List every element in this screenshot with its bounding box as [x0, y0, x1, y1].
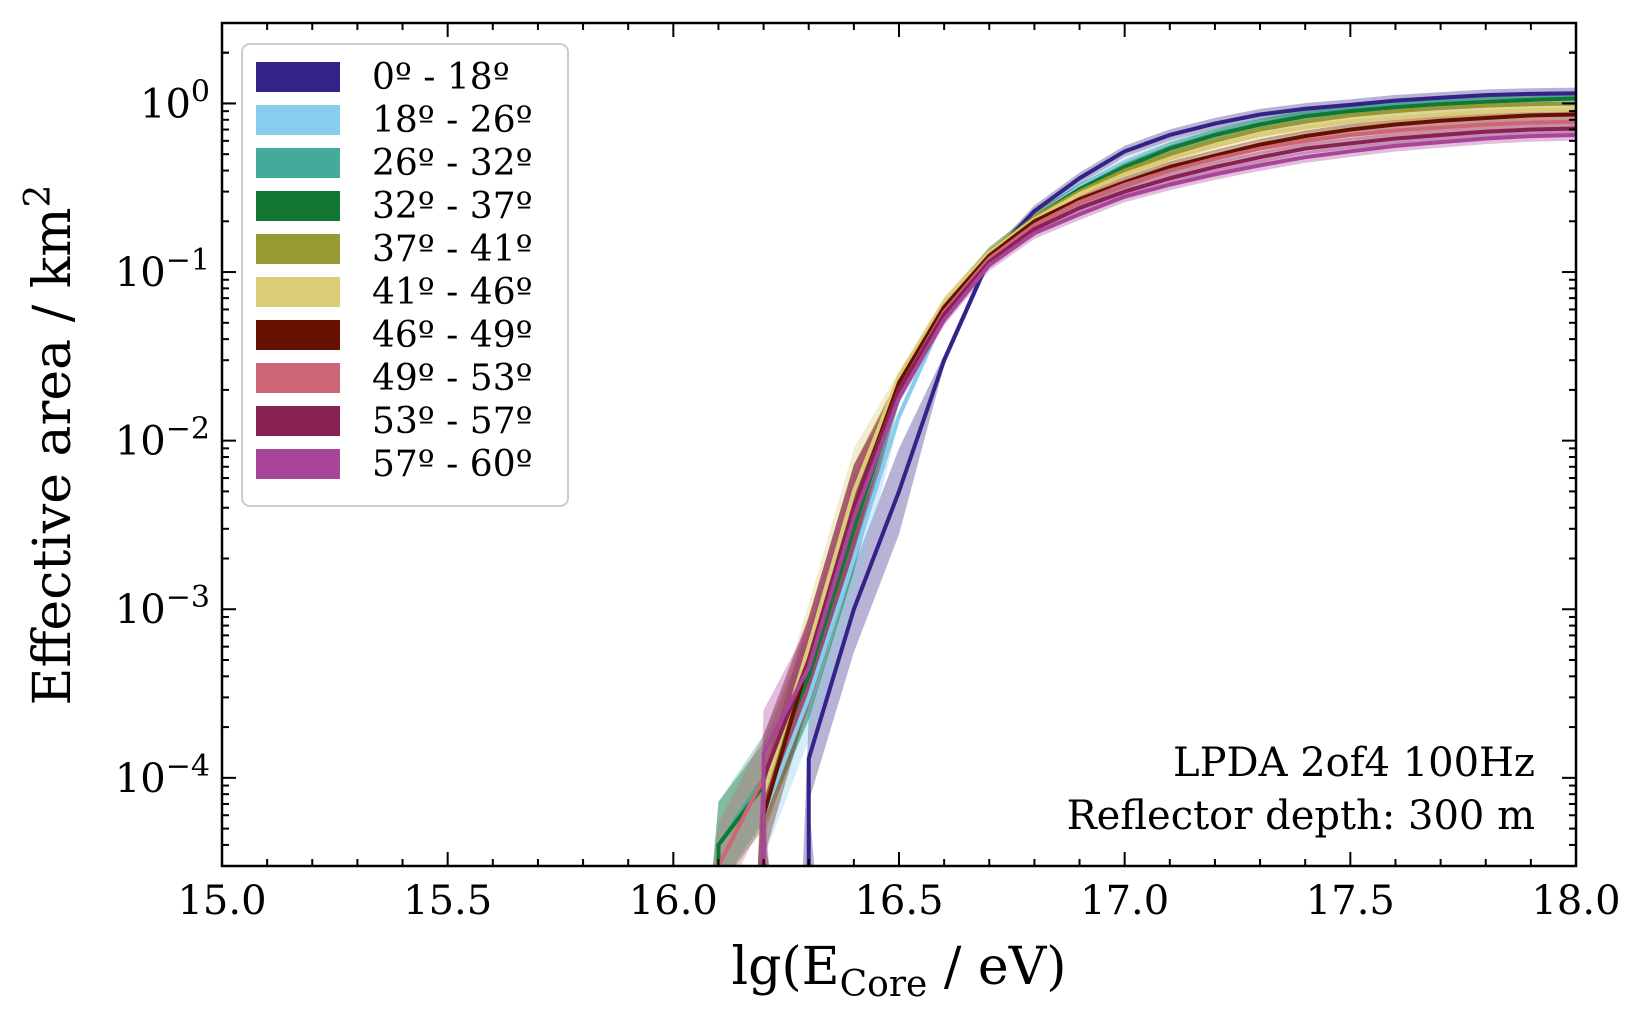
y-tick-label: 100 [140, 74, 210, 127]
legend-label-4: 37º - 41º [372, 229, 533, 270]
legend-label-1: 18º - 26º [372, 100, 533, 141]
x-tick-label: 15.5 [403, 878, 492, 924]
y-axis-title: Effective area / km2 [18, 185, 83, 706]
legend-swatch-4 [256, 234, 340, 264]
x-tick-label: 17.0 [1080, 878, 1169, 924]
legend-label-9: 57º - 60º [372, 444, 533, 485]
y-tick-label: 10−4 [115, 749, 210, 802]
x-tick-label: 16.0 [629, 878, 718, 924]
x-tick-label: 16.5 [854, 878, 943, 924]
legend-label-0: 0º - 18º [372, 57, 510, 98]
x-tick-label: 15.0 [177, 878, 266, 924]
legend-label-5: 41º - 46º [372, 272, 533, 313]
legend-label-8: 53º - 57º [372, 401, 533, 442]
legend-swatch-3 [256, 191, 340, 221]
x-axis-ticks: 15.0 15.5 16.0 16.5 17.0 17.5 18.0 [177, 23, 1621, 924]
annotation-trigger: LPDA 2of4 100Hz [1173, 740, 1535, 786]
legend-swatch-7 [256, 363, 340, 393]
legend-label-2: 26º - 32º [372, 143, 533, 184]
legend-label-7: 49º - 53º [372, 358, 533, 399]
annotation-reflector: Reflector depth: 300 m [1067, 793, 1535, 839]
legend-swatch-8 [256, 406, 340, 436]
legend-swatch-1 [256, 105, 340, 135]
line-series-9 [761, 132, 1576, 866]
legend-swatch-9 [256, 449, 340, 479]
x-tick-label: 17.5 [1306, 878, 1395, 924]
y-tick-label: 10−2 [115, 412, 210, 465]
legend-swatch-2 [256, 148, 340, 178]
line-series-3 [716, 96, 1576, 866]
legend-swatch-0 [256, 62, 340, 92]
x-axis-title: lg(ECore / eV) [731, 937, 1066, 1005]
series-lines [716, 91, 1576, 866]
legend-swatch-6 [256, 320, 340, 350]
line-series-5 [761, 107, 1576, 866]
x-tick-label: 18.0 [1531, 878, 1620, 924]
y-tick-label: 10−1 [115, 243, 210, 296]
y-tick-label: 10−3 [115, 580, 210, 633]
line-series-8 [761, 126, 1576, 866]
legend-label-6: 46º - 49º [372, 315, 533, 356]
legend-label-3: 32º - 37º [372, 186, 533, 227]
line-series-0 [806, 91, 1576, 866]
y-axis-ticks: 100 10−1 10−2 10−3 10−4 [115, 22, 1576, 867]
legend-swatch-5 [256, 277, 340, 307]
